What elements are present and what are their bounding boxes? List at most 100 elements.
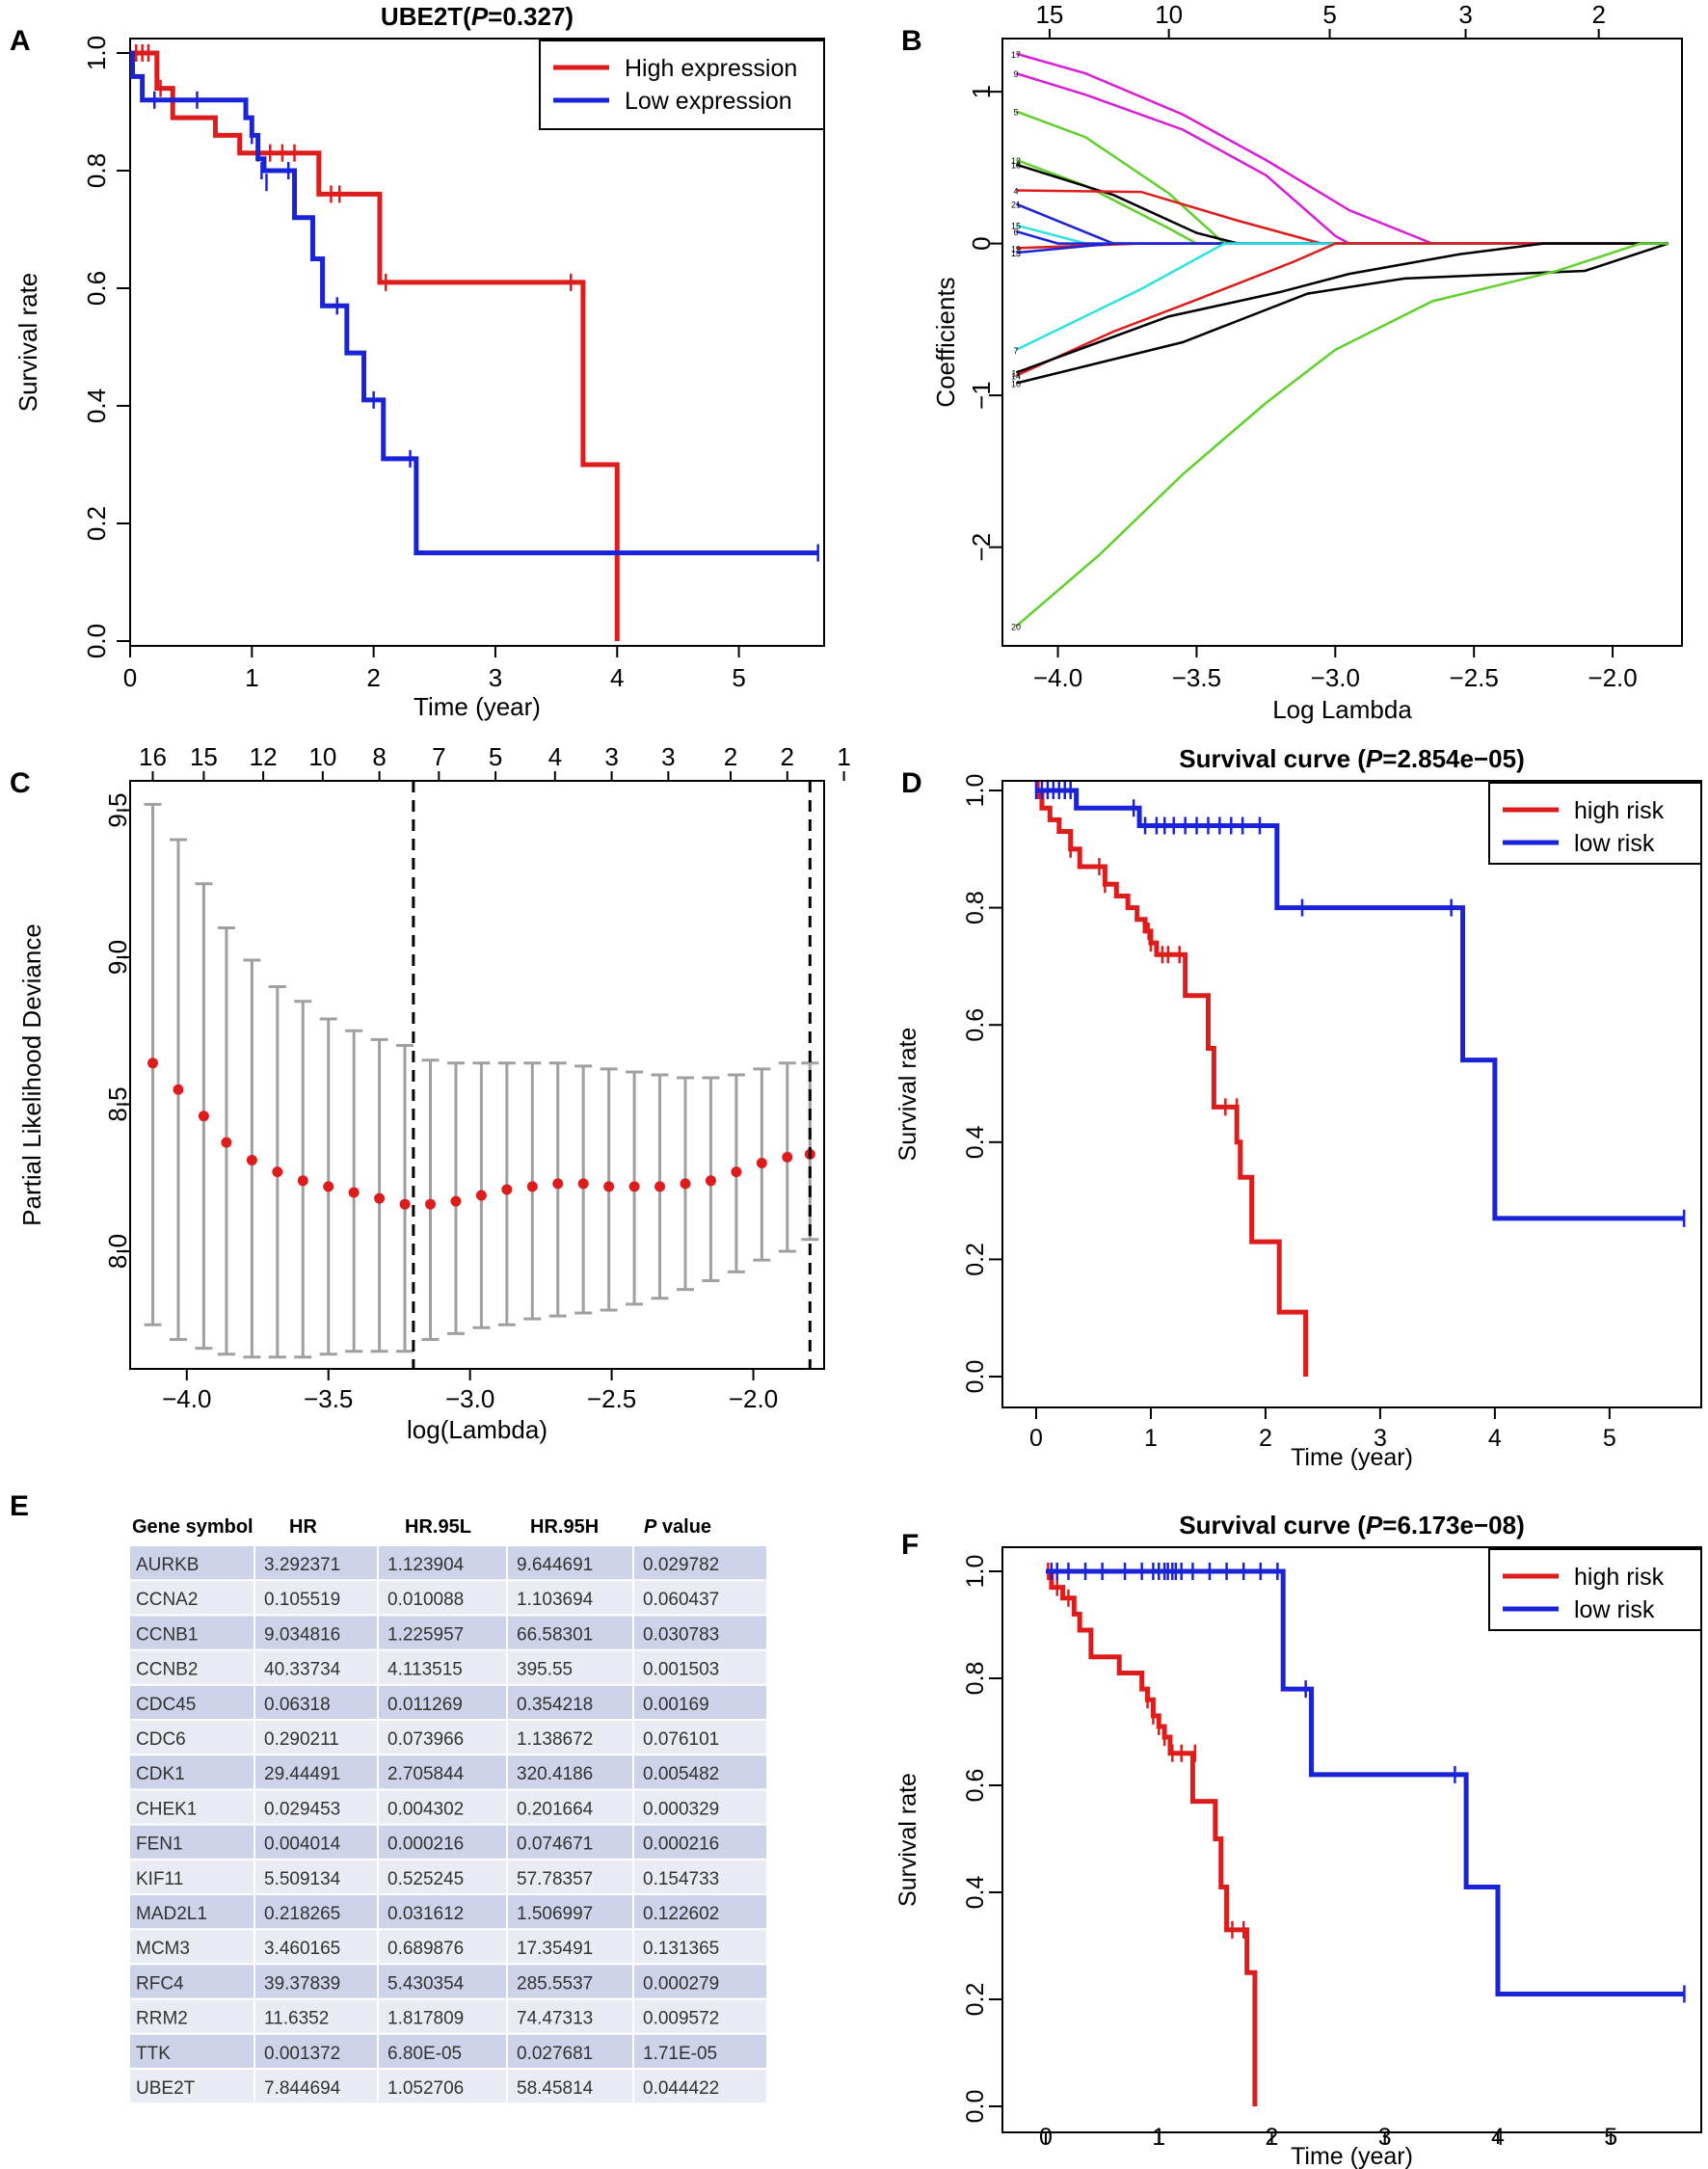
x-tick-label: −4.0 [1033, 663, 1082, 692]
table-cell: 0.074671 [517, 1834, 593, 1855]
table-cell: 0.000329 [643, 1799, 719, 1819]
title-text: Survival curve ( [1179, 744, 1366, 773]
plot-frame [129, 38, 825, 647]
coefficient-path-14 [1015, 242, 1668, 377]
column-header: P value [644, 1516, 711, 1538]
y-tick-label: −2 [967, 533, 996, 562]
top-tick-label: 8 [372, 742, 386, 771]
panel-c: C 8.0 8.5 9.0 9.5 −4.0 −3.5 −3.0 −2.5 −2.0 log(Lam… [10, 742, 851, 1444]
x-axis-label: Log Lambda [1272, 695, 1412, 724]
table-cell: 4.113515 [387, 1660, 463, 1680]
table-cell: 0.354218 [517, 1695, 593, 1715]
deviance-point [501, 1184, 513, 1195]
y-tick-label: 0.2 [962, 1983, 989, 2017]
survival-curve-low-risk [1046, 1568, 1685, 1996]
table-cell: 0.076101 [643, 1729, 719, 1750]
deviance-point [731, 1166, 742, 1178]
x-tick-label: 2 [1266, 2124, 1279, 2151]
coefficient-path-6 [1016, 229, 1668, 245]
path-label: 21 [1011, 201, 1021, 210]
legend-label: low risk [1574, 830, 1655, 857]
table-cell: 0.029453 [264, 1799, 340, 1819]
title-p-label: P [1366, 744, 1383, 773]
table-row [130, 1999, 766, 2033]
panel-letter: D [901, 767, 922, 799]
table-cell: 1.506997 [517, 1904, 593, 1924]
deviance-point [246, 1154, 257, 1165]
table-row [130, 1895, 766, 1929]
path-label: 11 [1011, 369, 1020, 379]
deviance-point [680, 1178, 691, 1190]
y-axis-label: Partial Likelihood Deviance [17, 924, 46, 1226]
path-label: 7 [1013, 346, 1018, 356]
deviance-point [450, 1195, 462, 1207]
deviance-point [577, 1178, 589, 1190]
x-axis-label: Time (year) [414, 692, 541, 721]
legend-box [1488, 782, 1702, 865]
table-cell: CDK1 [136, 1764, 185, 1784]
y-tick-label: 0.4 [82, 388, 111, 423]
coefficient-path-9 [1016, 72, 1668, 245]
survival-curve-high-risk [1046, 1568, 1258, 2106]
table-cell: RFC4 [136, 1973, 184, 1994]
y-tick-label: 0.2 [962, 1243, 989, 1276]
table-row [130, 1650, 766, 1684]
deviance-point [297, 1175, 308, 1187]
survival-curve-low-risk [1036, 788, 1685, 1221]
table-cell: 0.001503 [643, 1660, 719, 1680]
y-tick-label: 0.8 [962, 1662, 989, 1696]
y-tick-label: 0.6 [962, 1769, 989, 1803]
survival-curve-high-risk [1036, 788, 1309, 1377]
table-cell: 39.37839 [264, 1973, 340, 1994]
path-label: 14 [1011, 372, 1021, 382]
panel-a: A 0.0 0.2 0.4 0.6 0.8 1.0 0 1 2 3 4 5 Time (year) Surv… [10, 2, 825, 721]
title-p-label: P [471, 2, 489, 31]
legend-label: Low expression [625, 88, 792, 115]
column-header: Gene symbol [132, 1516, 254, 1538]
table-cell: 0.044422 [643, 2078, 719, 2099]
top-tick-label: 5 [1322, 0, 1336, 29]
table-cell: 17.35491 [517, 1939, 593, 1959]
table-cell: 1.225957 [387, 1624, 464, 1645]
x-tick-label: 3 [489, 663, 502, 692]
table-cell: 0.031612 [387, 1904, 464, 1924]
table-cell: TTK [136, 2044, 171, 2064]
table-row [130, 1721, 766, 1754]
coefficient-path-20 [1015, 242, 1668, 628]
x-tick-label: 5 [732, 663, 745, 692]
x-tick-label: −3.0 [445, 1384, 494, 1413]
table-cell: FEN1 [136, 1834, 183, 1855]
table-cell: 0.000216 [387, 1834, 464, 1855]
deviance-point [323, 1181, 334, 1192]
table-cell: 0.030783 [643, 1624, 719, 1645]
top-tick-label: 12 [250, 742, 278, 771]
table-cell: 5.430354 [387, 1973, 465, 1994]
deviance-point [173, 1084, 184, 1095]
table-cell: 0.000279 [643, 1973, 719, 1994]
top-tick-label: 10 [1155, 0, 1183, 29]
table-cell: 29.44491 [264, 1764, 340, 1784]
table-cell: MCM3 [136, 1939, 190, 1959]
legend-box [539, 40, 825, 130]
table-cell: 0.011269 [387, 1695, 463, 1715]
y-tick-label: 0 [967, 236, 996, 250]
table-cell: 395.55 [517, 1660, 573, 1680]
x-tick-label: 0 [1029, 1425, 1043, 1452]
deviance-point [654, 1181, 666, 1192]
deviance-point [603, 1181, 615, 1192]
path-label: 19 [1011, 244, 1021, 254]
y-axis-label: Survival rate [894, 1028, 921, 1162]
table-row [130, 2070, 766, 2103]
x-tick-label: 5 [1603, 1425, 1616, 1452]
plot-frame [1001, 38, 1683, 647]
table-cell: AURKB [136, 1555, 199, 1575]
table-row [130, 1860, 766, 1893]
x-tick-label: 4 [610, 663, 624, 692]
table-row [130, 1965, 766, 1998]
deviance-point [552, 1178, 564, 1190]
table-cell: 0.525245 [387, 1869, 464, 1889]
x-tick-label: −3.0 [1311, 663, 1360, 692]
table-cell: 0.06318 [264, 1695, 331, 1715]
table-cell: CDC6 [136, 1729, 186, 1750]
table-cell: 0.029782 [643, 1555, 719, 1575]
